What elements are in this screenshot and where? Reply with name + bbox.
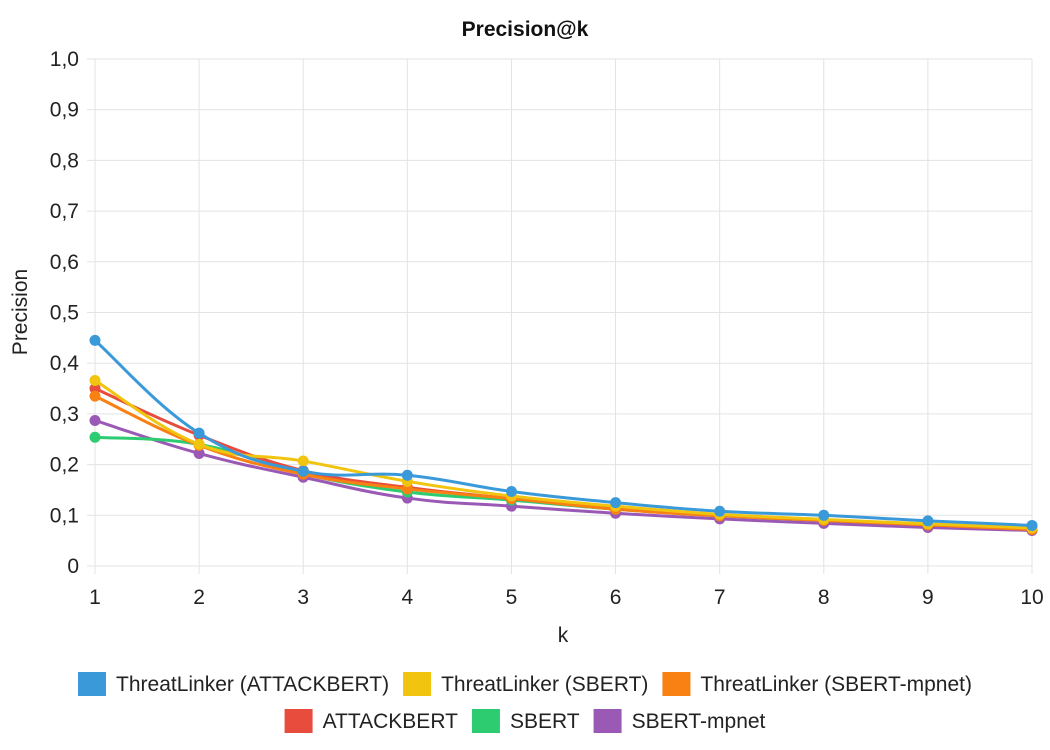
x-tick-label: 10 (1020, 586, 1043, 609)
x-tick-label: 1 (89, 586, 101, 609)
x-tick-label: 8 (818, 586, 830, 609)
x-tick-label: 2 (193, 586, 205, 609)
data-point (818, 509, 830, 521)
grid (87, 58, 1033, 574)
legend-label: SBERT (510, 710, 580, 733)
chart-title: Precision@k (462, 18, 589, 41)
y-tick-label: 0,8 (50, 149, 79, 172)
legend-label: ThreatLinker (SBERT) (441, 673, 648, 696)
series-line (94, 339, 1033, 527)
legend-item: SBERT-mpnet (593, 709, 766, 733)
data-point (89, 383, 101, 395)
y-tick-label: 0,7 (50, 200, 79, 223)
legend-swatch (284, 709, 313, 733)
legend-item: ThreatLinker (ATTACKBERT) (78, 672, 389, 696)
legend-swatch (593, 709, 622, 733)
legend-swatch (471, 709, 500, 733)
y-tick-label: 1,0 (50, 48, 79, 71)
legend-swatch (403, 672, 432, 696)
x-tick-label: 4 (401, 586, 413, 609)
y-tick-label: 0,2 (50, 454, 79, 477)
data-point (505, 485, 517, 497)
data-point (610, 497, 622, 509)
data-point (89, 414, 101, 426)
data-point (89, 334, 101, 346)
y-tick-label: 0,1 (50, 504, 79, 527)
data-point (89, 390, 101, 402)
legend-label: ThreatLinker (SBERT-mpnet) (700, 673, 972, 696)
y-tick-label: 0,9 (50, 99, 79, 122)
data-point (922, 515, 934, 527)
data-point (401, 483, 413, 495)
series-3 (89, 383, 1038, 535)
data-point (1026, 519, 1038, 531)
legend-item: ATTACKBERT (284, 709, 459, 733)
y-axis-ticks: 0 0,1 0,2 0,3 0,4 0,5 0,6 0,7 0,8 0,9 1,0 (50, 48, 80, 578)
y-axis-label: Precision (9, 269, 32, 355)
series-line (94, 419, 1033, 533)
data-point (297, 465, 309, 477)
y-tick-label: 0,6 (50, 251, 79, 274)
x-tick-label: 3 (297, 586, 309, 609)
data-point (193, 427, 205, 439)
series-lines (89, 334, 1038, 537)
y-tick-label: 0,5 (50, 302, 79, 325)
legend-label: ATTACKBERT (323, 710, 459, 733)
x-axis-label: k (558, 624, 569, 647)
x-tick-label: 6 (610, 586, 622, 609)
legend: ThreatLinker (ATTACKBERT) ThreatLinker (S… (78, 672, 972, 733)
y-tick-label: 0,4 (50, 352, 80, 375)
y-tick-label: 0,3 (50, 403, 79, 426)
data-point (714, 505, 726, 517)
data-point (89, 374, 101, 386)
x-tick-label: 9 (922, 586, 934, 609)
legend-label: SBERT-mpnet (632, 710, 766, 733)
x-tick-label: 5 (506, 586, 518, 609)
data-point (89, 431, 101, 443)
data-point (401, 469, 413, 481)
x-tick-label: 7 (714, 586, 726, 609)
data-point (193, 447, 205, 459)
legend-swatch (78, 672, 107, 696)
series-0 (89, 334, 1038, 531)
legend-item: ThreatLinker (SBERT-mpnet) (662, 672, 972, 696)
y-tick-label: 0 (67, 555, 79, 578)
legend-swatch (662, 672, 691, 696)
data-point (297, 455, 309, 467)
legend-item: ThreatLinker (SBERT) (403, 672, 648, 696)
legend-item: SBERT (471, 709, 580, 733)
x-axis-ticks: 1 2 3 4 5 6 7 8 9 10 (89, 586, 1044, 609)
data-point (193, 438, 205, 450)
legend-label: ThreatLinker (ATTACKBERT) (116, 673, 389, 696)
